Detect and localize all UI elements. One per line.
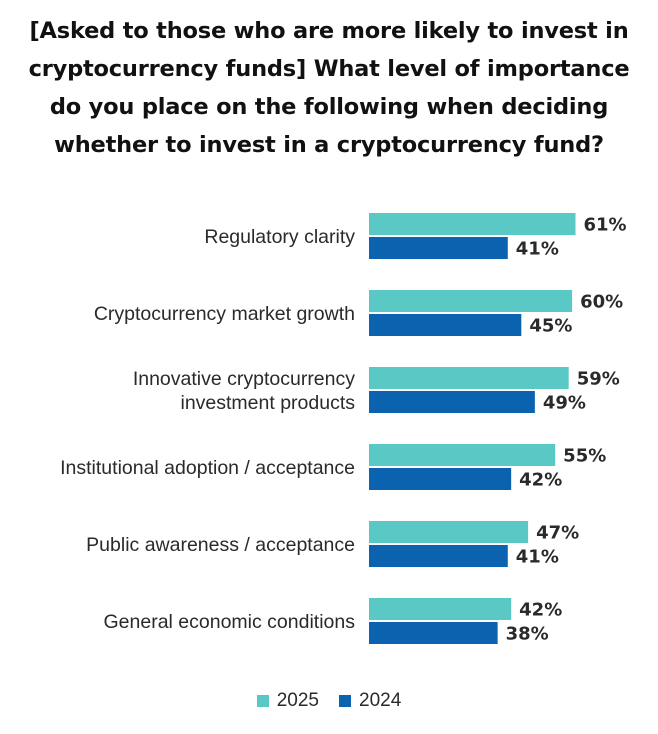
bar-2025 [369, 521, 529, 543]
category-label: Institutional adoption / acceptance [60, 457, 355, 479]
bar-2025 [369, 444, 556, 466]
bar-2024 [369, 391, 535, 413]
bar-2024 [369, 468, 512, 490]
chart-title: [Asked to those who are more likely to i… [10, 12, 648, 164]
legend-item-2025: 2025 [256, 690, 319, 712]
legend-swatch-2024 [339, 695, 351, 707]
bar-2024 [369, 622, 498, 644]
bar-2025 [369, 367, 569, 389]
bar-2025 [369, 213, 576, 235]
category-label: Public awareness / acceptance [86, 534, 355, 556]
bar-2024 [369, 314, 522, 336]
bar-2024 [369, 237, 508, 259]
category-label: Cryptocurrency market growth [94, 303, 355, 325]
legend-label-2025: 2025 [276, 690, 319, 711]
legend-label-2024: 2024 [359, 690, 402, 711]
bar-2024 [369, 545, 508, 567]
bar-2025 [369, 290, 573, 312]
bar-2025 [369, 598, 512, 620]
chart-title-line: cryptocurrency funds] What level of impo… [28, 56, 630, 82]
data-label-2025: 61% [583, 215, 626, 236]
category-label: Regulatory clarity [204, 226, 355, 248]
data-label-2024: 49% [543, 393, 586, 414]
chart-legend: 2025 2024 [0, 690, 658, 712]
data-label-2024: 41% [516, 239, 559, 260]
data-label-2024: 38% [506, 624, 549, 645]
chart-title-line: whether to invest in a cryptocurrency fu… [54, 132, 604, 158]
data-label-2025: 55% [563, 446, 606, 467]
category-label: General economic conditions [104, 611, 356, 633]
data-label-2025: 47% [536, 523, 579, 544]
category-label: Innovative cryptocurrency investment prod… [133, 368, 355, 414]
data-label-2024: 45% [529, 316, 572, 337]
legend-item-2024: 2024 [339, 690, 401, 712]
chart-title-line: do you place on the following when decid… [49, 94, 609, 120]
data-label-2025: 60% [580, 292, 623, 313]
data-label-2025: 42% [519, 600, 562, 621]
legend-swatch-2025 [256, 695, 269, 707]
data-label-2024: 42% [519, 470, 562, 491]
data-label-2025: 59% [577, 369, 620, 390]
chart-title-line: [Asked to those who are more likely to i… [29, 18, 629, 44]
data-label-2024: 41% [516, 547, 559, 568]
